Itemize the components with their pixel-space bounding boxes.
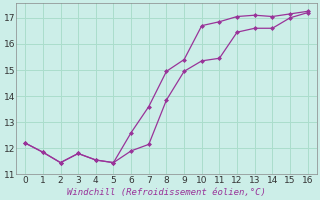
X-axis label: Windchill (Refroidissement éolien,°C): Windchill (Refroidissement éolien,°C) bbox=[67, 188, 266, 197]
